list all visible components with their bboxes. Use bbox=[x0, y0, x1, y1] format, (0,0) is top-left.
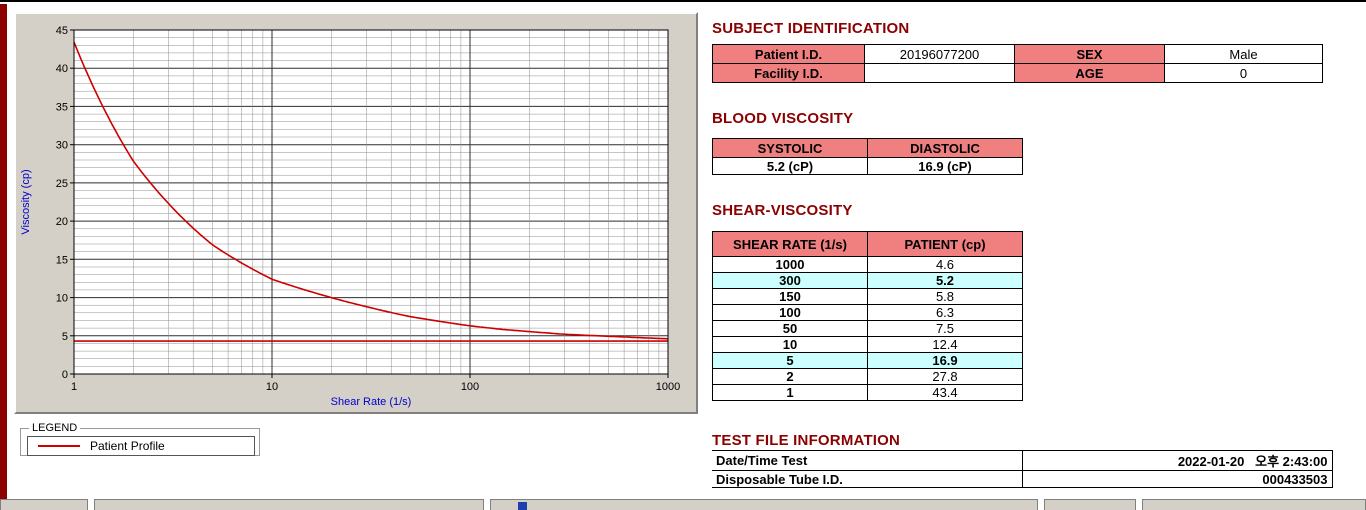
systolic-value: 5.2 (cP) bbox=[712, 157, 868, 175]
shear-table-body: 1000 4.6 300 5.2 150 5.8 100 6.3 50 7.5 10 12.4 5 16.… bbox=[712, 256, 1023, 401]
bottom-panel-fragment bbox=[94, 499, 484, 510]
patient-cp-cell: 27.8 bbox=[867, 368, 1023, 385]
svg-text:35: 35 bbox=[56, 101, 68, 113]
svg-text:25: 25 bbox=[56, 178, 68, 190]
blood-viscosity-heading: BLOOD VISCOSITY bbox=[712, 110, 854, 127]
legend-line-swatch bbox=[38, 445, 80, 447]
svg-text:15: 15 bbox=[56, 254, 68, 266]
svg-text:30: 30 bbox=[56, 140, 68, 152]
legend-box: LEGEND Patient Profile bbox=[20, 422, 260, 456]
shear-rate-cell: 1 bbox=[712, 384, 868, 401]
datetime-test-label: Date/Time Test bbox=[712, 450, 1023, 471]
svg-text:5: 5 bbox=[62, 331, 68, 343]
shear-rate-cell: 5 bbox=[712, 352, 868, 369]
patient-cp-cell: 5.2 bbox=[867, 272, 1023, 289]
patient-cp-cell: 4.6 bbox=[867, 256, 1023, 273]
shear-row: 1000 4.6 bbox=[712, 256, 1023, 273]
shear-rate-cell: 10 bbox=[712, 336, 868, 353]
patient-cp-cell: 16.9 bbox=[867, 352, 1023, 369]
shear-row: 10 12.4 bbox=[712, 336, 1023, 353]
svg-text:40: 40 bbox=[56, 63, 68, 75]
table-row: 5.2 (cP) 16.9 (cP) bbox=[712, 157, 1023, 175]
subject-identification-table: Patient I.D. 20196077200 SEX Male Facili… bbox=[712, 44, 1323, 83]
patient-cp-cell: 5.8 bbox=[867, 288, 1023, 305]
shear-row: 5 16.9 bbox=[712, 352, 1023, 369]
datetime-test-value: 2022-01-20 오후 2:43:00 bbox=[1022, 450, 1333, 471]
svg-text:1: 1 bbox=[71, 381, 77, 393]
table-row: Facility I.D. AGE 0 bbox=[712, 63, 1323, 83]
shear-row: 300 5.2 bbox=[712, 272, 1023, 289]
shear-viscosity-table: SHEAR RATE (1/s) PATIENT (cp) 1000 4.6 300… bbox=[712, 231, 1023, 401]
bottom-panel-fragment bbox=[1044, 499, 1136, 510]
diastolic-header: DIASTOLIC bbox=[867, 138, 1023, 158]
legend-entry: Patient Profile bbox=[27, 436, 255, 456]
shear-row: 1 43.4 bbox=[712, 384, 1023, 401]
svg-text:Viscosity (cp): Viscosity (cp) bbox=[20, 169, 32, 234]
bottom-panel-fragment bbox=[490, 499, 1038, 510]
bottom-panel-fragment bbox=[1142, 499, 1366, 510]
table-row: Date/Time Test 2022-01-20 오후 2:43:00 bbox=[712, 450, 1333, 471]
sex-label: SEX bbox=[1014, 44, 1165, 64]
table-row: Patient I.D. 20196077200 SEX Male bbox=[712, 44, 1323, 64]
subject-identification-heading: SUBJECT IDENTIFICATION bbox=[712, 20, 910, 37]
facility-id-value bbox=[864, 63, 1015, 83]
svg-text:45: 45 bbox=[56, 25, 68, 37]
patient-cp-cell: 43.4 bbox=[867, 384, 1023, 401]
patient-cp-cell: 6.3 bbox=[867, 304, 1023, 321]
table-header-row: SHEAR RATE (1/s) PATIENT (cp) bbox=[712, 231, 1023, 257]
shear-rate-cell: 50 bbox=[712, 320, 868, 337]
svg-text:20: 20 bbox=[56, 216, 68, 228]
blood-viscosity-table: SYSTOLIC DIASTOLIC 5.2 (cP) 16.9 (cP) bbox=[712, 138, 1023, 175]
patient-cp-cell: 7.5 bbox=[867, 320, 1023, 337]
shear-row: 2 27.8 bbox=[712, 368, 1023, 385]
shear-rate-cell: 100 bbox=[712, 304, 868, 321]
test-file-information-heading: TEST FILE INFORMATION bbox=[712, 432, 901, 449]
sex-value: Male bbox=[1164, 44, 1323, 64]
shear-rate-cell: 1000 bbox=[712, 256, 868, 273]
table-row: Disposable Tube I.D. 000433503 bbox=[712, 470, 1333, 488]
systolic-header: SYSTOLIC bbox=[712, 138, 868, 158]
age-label: AGE bbox=[1014, 63, 1165, 83]
disposable-tube-id-label: Disposable Tube I.D. bbox=[712, 470, 1023, 488]
bottom-panel-fragment bbox=[0, 499, 88, 510]
bottom-blue-icon bbox=[518, 502, 527, 510]
svg-text:10: 10 bbox=[266, 381, 278, 393]
patient-id-label: Patient I.D. bbox=[712, 44, 865, 64]
svg-text:Shear Rate (1/s): Shear Rate (1/s) bbox=[331, 396, 412, 408]
shear-rate-column-header: SHEAR RATE (1/s) bbox=[712, 231, 868, 257]
shear-row: 150 5.8 bbox=[712, 288, 1023, 305]
shear-rate-cell: 150 bbox=[712, 288, 868, 305]
age-value: 0 bbox=[1164, 63, 1323, 83]
shear-row: 100 6.3 bbox=[712, 304, 1023, 321]
svg-text:10: 10 bbox=[56, 293, 68, 305]
diastolic-value: 16.9 (cP) bbox=[867, 157, 1023, 175]
left-accent-strip bbox=[0, 4, 7, 510]
svg-text:100: 100 bbox=[461, 381, 479, 393]
shear-rate-cell: 2 bbox=[712, 368, 868, 385]
viscosity-chart-panel: 0 5 10 15 20 25 30 35 40 45 1 10 100 1000 Shear Rate (… bbox=[14, 12, 698, 414]
shear-rate-cell: 300 bbox=[712, 272, 868, 289]
table-row: SYSTOLIC DIASTOLIC bbox=[712, 138, 1023, 158]
shear-viscosity-heading: SHEAR-VISCOSITY bbox=[712, 202, 853, 219]
legend-box-label: LEGEND bbox=[32, 422, 78, 434]
viscosity-chart: 0 5 10 15 20 25 30 35 40 45 1 10 100 1000 Shear Rate (… bbox=[20, 25, 680, 408]
facility-id-label: Facility I.D. bbox=[712, 63, 865, 83]
svg-text:0: 0 bbox=[62, 369, 68, 381]
shear-row: 50 7.5 bbox=[712, 320, 1023, 337]
test-file-information-table: Date/Time Test 2022-01-20 오후 2:43:00 Dis… bbox=[712, 450, 1333, 488]
patient-cp-cell: 12.4 bbox=[867, 336, 1023, 353]
disposable-tube-id-value: 000433503 bbox=[1022, 470, 1333, 488]
patient-cp-column-header: PATIENT (cp) bbox=[867, 231, 1023, 257]
patient-id-value: 20196077200 bbox=[864, 44, 1015, 64]
legend-series-label: Patient Profile bbox=[90, 439, 165, 453]
svg-text:1000: 1000 bbox=[656, 381, 680, 393]
